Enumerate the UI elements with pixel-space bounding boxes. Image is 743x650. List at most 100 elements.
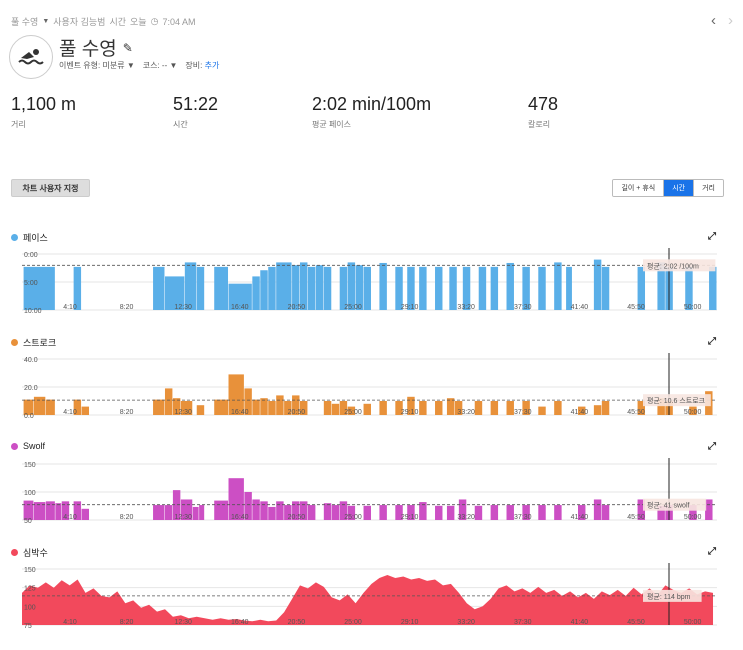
chart-bar	[435, 401, 443, 415]
chart-bar	[554, 262, 562, 310]
average-label-bg	[643, 394, 711, 407]
average-label: 평균: 10.6 스트로크	[647, 396, 706, 405]
stroke-chart[interactable]: 0.0 20.0 40.0 4:10 8:20 12:30 16:40 20:50 25:00 2…	[0, 353, 743, 425]
y-tick-label: 40.0	[24, 357, 38, 364]
event-type-value[interactable]: 미분류	[102, 61, 125, 70]
chart-bar	[379, 505, 387, 520]
x-tick-label: 37:30	[514, 619, 532, 626]
chart-bar	[407, 266, 415, 310]
chart-bar	[395, 266, 403, 310]
chart-bar	[538, 266, 546, 310]
chart-bar	[55, 503, 62, 520]
stat-calories: 478 칼로리	[528, 94, 558, 130]
chart-bar	[657, 505, 665, 520]
average-label: 평균: 114 bpm	[647, 592, 691, 601]
chart-bar	[73, 501, 82, 520]
tab-time[interactable]: 시간	[663, 180, 694, 196]
chart-bar	[554, 505, 562, 520]
chart-bar	[307, 505, 316, 520]
chart-bar	[276, 262, 292, 310]
x-tick-label: 37:30	[514, 514, 532, 521]
chart-bar	[331, 505, 340, 520]
chart-bar	[33, 502, 46, 520]
x-tick-label: 25:00	[344, 619, 362, 626]
chart-bar	[578, 406, 586, 415]
chart-bar	[506, 401, 514, 415]
x-tick-label: 45:50	[627, 619, 645, 626]
x-tick-label: 12:30	[174, 304, 192, 311]
expand-icon[interactable]: ⤢	[708, 546, 716, 557]
stat-avg-pace: 2:02 min/100m 평균 페이스	[312, 94, 431, 130]
expand-icon[interactable]: ⤢	[708, 231, 716, 242]
chart-bar	[339, 401, 348, 415]
chart-bar	[73, 266, 82, 310]
swolf-chart[interactable]: 50 100 150 4:10 8:20 12:30 16:40 20:50 25:00 29:1…	[0, 458, 743, 530]
x-tick-label: 37:30	[514, 304, 532, 311]
chart-bar	[419, 502, 427, 520]
chart-bar	[458, 499, 467, 520]
chart-bar	[407, 396, 415, 415]
chart-bar	[276, 395, 284, 415]
chart-bar	[196, 266, 205, 310]
chart-bar	[593, 499, 602, 520]
y-tick-label: 75	[24, 623, 32, 630]
chart-bar	[363, 403, 371, 415]
heart-rate-chart[interactable]: 75 100 125 150 4:10 8:20 12:30 16:40 20:50 25:00 2…	[0, 563, 743, 635]
chevron-down-icon[interactable]: ▼	[169, 61, 178, 70]
x-tick-label: 12:30	[174, 514, 192, 521]
add-gear-link[interactable]: 추가	[204, 61, 220, 70]
chart-bar	[192, 506, 199, 520]
chart-bar	[214, 266, 229, 310]
chart-bar	[323, 266, 332, 310]
stat-distance: 1,100 m 거리	[11, 94, 76, 130]
average-label: 평균: 2:02 /100m	[647, 261, 699, 270]
activity-type-select[interactable]: 풀 수영	[11, 17, 39, 27]
chart-bar	[45, 501, 55, 520]
customize-charts-button[interactable]: 차트 사용자 지정	[11, 179, 90, 197]
chart-bar	[164, 388, 173, 415]
chart-bar	[593, 259, 602, 310]
tab-length-rest[interactable]: 길이 + 휴식	[613, 180, 664, 196]
chart-bar	[449, 266, 457, 310]
x-tick-label: 29:10	[401, 619, 419, 626]
stat-value: 2:02 min/100m	[312, 94, 432, 114]
y-tick-label: 5:00	[24, 280, 38, 287]
average-label-bg	[643, 498, 707, 511]
y-tick-label: 20.0	[24, 385, 38, 392]
chart-bar	[23, 399, 34, 415]
activity-nav: ‹ ›	[711, 12, 733, 29]
x-tick-label: 8:20	[120, 514, 134, 521]
chart-bar	[228, 374, 244, 415]
chart-bar	[284, 401, 292, 415]
next-activity-icon[interactable]: ›	[728, 12, 733, 29]
x-tick-label: 20:50	[288, 619, 306, 626]
chevron-down-icon[interactable]: ▼	[42, 18, 50, 25]
expand-icon[interactable]: ⤢	[708, 336, 716, 347]
x-tick-label: 50:00	[684, 409, 702, 416]
x-tick-label: 41:40	[571, 304, 589, 311]
x-tick-label: 33:20	[457, 304, 475, 311]
x-tick-label: 33:20	[457, 619, 475, 626]
chart-bar	[81, 508, 90, 520]
x-tick-label: 4:10	[63, 409, 77, 416]
chart-bar	[260, 270, 268, 310]
prev-activity-icon[interactable]: ‹	[711, 12, 716, 29]
course-label: 코스:	[142, 61, 160, 70]
chart-bar	[347, 406, 356, 415]
chart-bar	[339, 501, 348, 520]
chart-bar	[33, 396, 46, 415]
pace-chart[interactable]: 0:00 5:00 10:00 4:10 8:20 12:30 16:40 20:50 25:0…	[0, 248, 743, 320]
course-value[interactable]: --	[161, 61, 168, 70]
x-tick-label: 25:00	[344, 409, 362, 416]
expand-icon[interactable]: ⤢	[708, 441, 716, 452]
activity-title-text[interactable]: 풀 수영	[59, 39, 117, 60]
pencil-icon[interactable]: ✎	[122, 40, 133, 55]
chart-bar	[419, 401, 427, 415]
chart-title-heart-rate: 심박수	[11, 546, 48, 559]
chart-bar	[522, 505, 530, 520]
chevron-down-icon[interactable]: ▼	[126, 61, 135, 70]
chart-bar	[554, 401, 562, 415]
tab-distance[interactable]: 거리	[693, 180, 723, 196]
chart-bar	[478, 266, 487, 310]
chart-bar	[566, 266, 572, 310]
